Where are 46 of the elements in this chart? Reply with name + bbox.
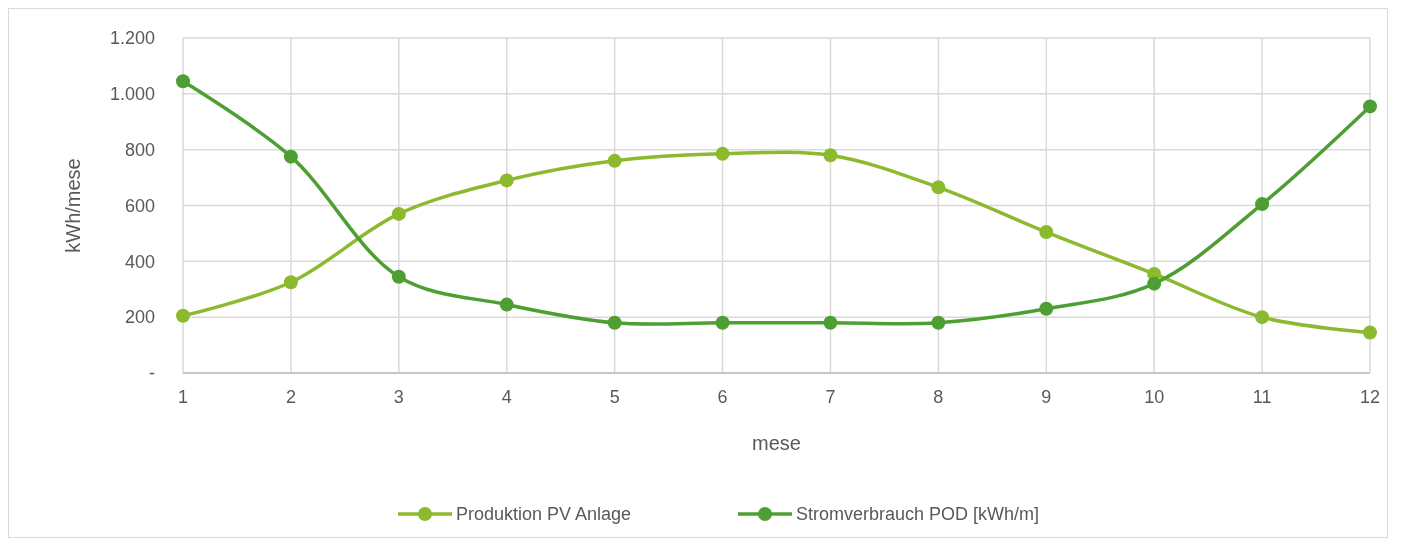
point [823, 148, 838, 163]
y-tick-label: 400 [124, 251, 155, 272]
point [391, 206, 406, 221]
point [1363, 99, 1377, 114]
y-tick-label: 1.000 [109, 84, 155, 105]
point [1255, 310, 1270, 325]
x-tick-label: 3 [393, 387, 404, 407]
point [176, 308, 190, 323]
x-tick-label: 1 [177, 387, 189, 407]
point [715, 315, 730, 330]
point [176, 74, 190, 89]
x-tick-label: 8 [933, 387, 944, 407]
x-tick-label: 4 [501, 387, 512, 407]
x-tick-label: 6 [717, 387, 728, 407]
legend-label: Produktion PV Anlage [456, 504, 632, 524]
point [607, 315, 622, 330]
y-axis-title: kWh/mese [62, 158, 84, 253]
y-tick-label: 600 [124, 195, 155, 216]
x-tick-label: 5 [609, 387, 620, 407]
point [823, 315, 838, 330]
point [283, 149, 298, 164]
point [931, 180, 946, 195]
y-tick-label: 200 [124, 307, 155, 328]
x-tick-label: 2 [285, 387, 296, 407]
y-tick-label: 1.200 [109, 28, 155, 49]
x-tick-label: 9 [1041, 387, 1052, 407]
x-axis-title: mese [752, 432, 801, 454]
y-tick-label: - [149, 363, 155, 384]
x-tick-label: 12 [1359, 387, 1381, 407]
point [1147, 276, 1162, 291]
point [1039, 225, 1054, 240]
point [1255, 197, 1270, 212]
y-tick-label: 800 [124, 139, 155, 160]
point [607, 153, 622, 168]
x-tick-label: 11 [1252, 387, 1272, 407]
point [1039, 301, 1054, 316]
legend-label: Stromverbrauch POD [kWh/m] [796, 504, 1040, 524]
point [931, 315, 946, 330]
point [1363, 325, 1377, 340]
point [499, 173, 514, 188]
point [391, 269, 406, 284]
point [715, 146, 730, 161]
point [283, 275, 298, 290]
x-tick-label: 7 [825, 387, 836, 407]
point [499, 297, 514, 312]
x-tick-label: 10 [1144, 387, 1165, 407]
